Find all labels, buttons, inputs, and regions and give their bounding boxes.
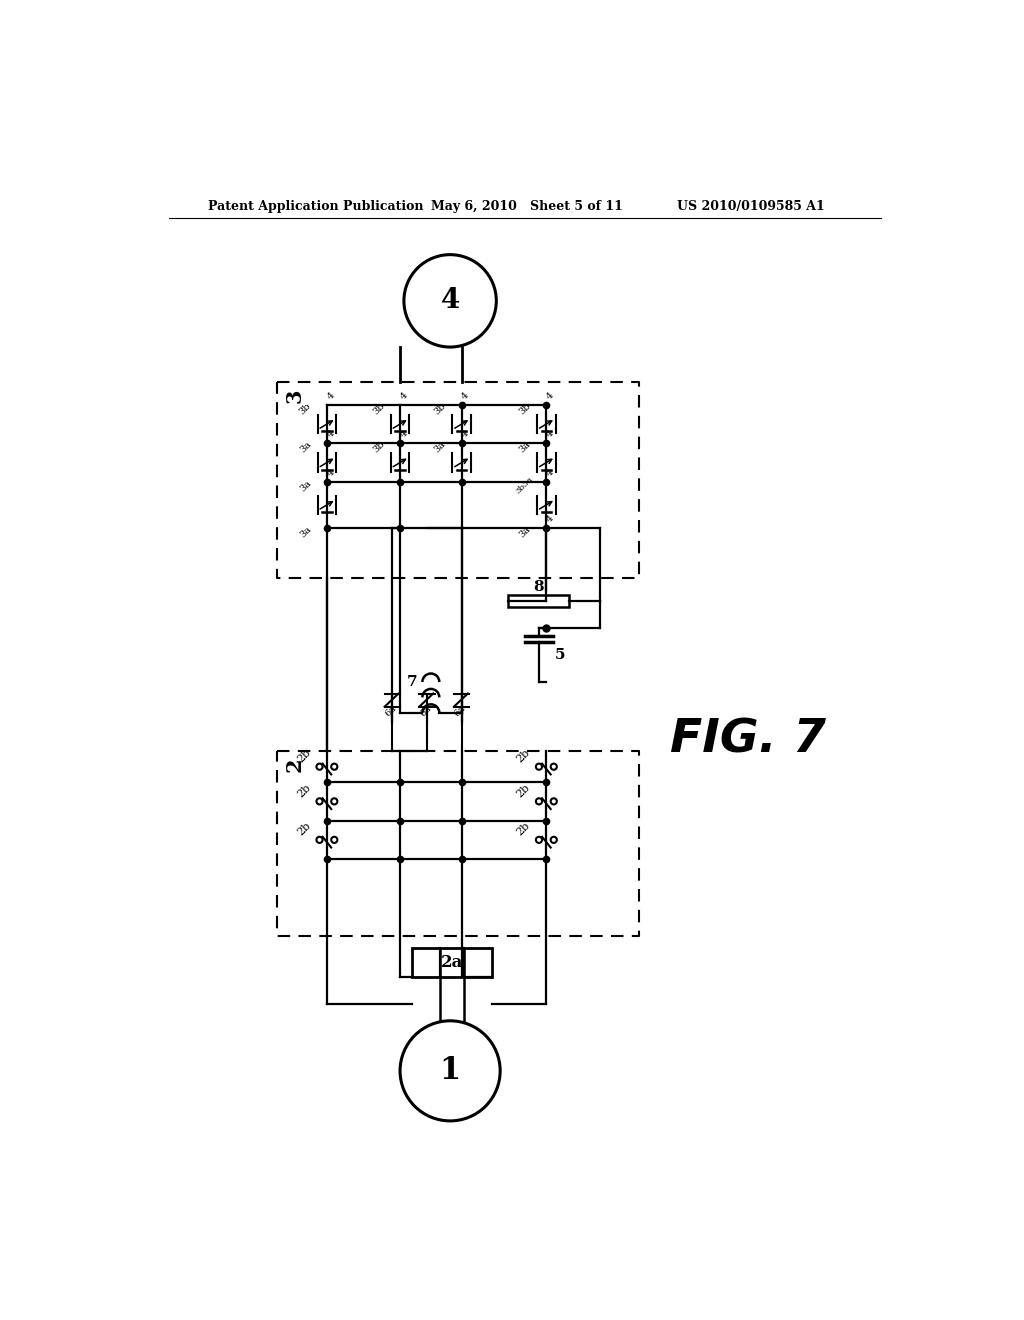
Text: 8: 8 — [534, 581, 544, 594]
Text: 2b: 2b — [295, 821, 312, 838]
Text: 4: 4 — [545, 391, 556, 401]
Text: May 6, 2010   Sheet 5 of 11: May 6, 2010 Sheet 5 of 11 — [431, 199, 623, 213]
Text: 4: 4 — [326, 467, 336, 478]
Text: 2b: 2b — [515, 781, 531, 799]
Text: US 2010/0109585 A1: US 2010/0109585 A1 — [677, 199, 825, 213]
Text: 2b: 2b — [515, 821, 531, 838]
Text: 3b: 3b — [432, 401, 447, 416]
Text: 3a: 3a — [298, 478, 312, 494]
Text: 3a: 3a — [517, 440, 532, 454]
Text: 2a: 2a — [441, 954, 463, 970]
Text: 6a: 6a — [418, 704, 433, 718]
Text: 3a: 3a — [298, 524, 312, 540]
Text: Patent Application Publication: Patent Application Publication — [208, 199, 423, 213]
Text: 3b: 3b — [298, 401, 313, 416]
Text: 4: 4 — [326, 429, 336, 440]
Text: 5: 5 — [555, 648, 565, 663]
Text: 4: 4 — [398, 391, 410, 401]
Text: 4: 4 — [545, 429, 556, 440]
Bar — [412, 948, 493, 977]
Text: 3a: 3a — [433, 440, 447, 454]
Text: 2b: 2b — [295, 747, 312, 764]
Text: 4: 4 — [460, 429, 471, 440]
Text: 6a: 6a — [453, 704, 468, 718]
Text: 4: 4 — [326, 391, 336, 401]
Text: 3a: 3a — [298, 440, 312, 454]
Text: 3b: 3b — [371, 401, 386, 416]
Text: 4: 4 — [440, 288, 460, 314]
Text: 1: 1 — [439, 1056, 461, 1086]
Text: 2b: 2b — [515, 747, 531, 764]
Text: 4: 4 — [545, 513, 556, 524]
Text: FIG. 7: FIG. 7 — [670, 717, 825, 762]
Text: 3a: 3a — [517, 524, 532, 540]
Text: 3b: 3b — [517, 401, 532, 416]
Text: 3b: 3b — [371, 440, 386, 455]
Text: 6a: 6a — [383, 704, 398, 718]
Text: 2: 2 — [285, 758, 304, 772]
Text: 7: 7 — [407, 675, 417, 689]
Text: 3: 3 — [285, 388, 304, 403]
Bar — [508, 595, 569, 607]
Text: 4: 4 — [398, 429, 410, 440]
Text: 4: 4 — [460, 391, 471, 401]
Text: 2b: 2b — [295, 781, 312, 799]
Text: 3b3a: 3b3a — [514, 475, 536, 496]
Text: 4: 4 — [545, 467, 556, 478]
